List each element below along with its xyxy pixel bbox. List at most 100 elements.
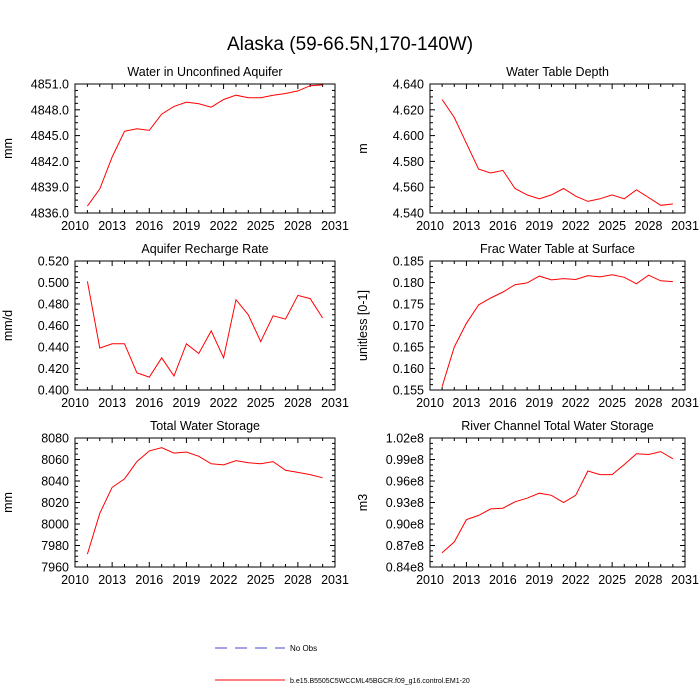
- y-axis-label: unitless [0-1]: [356, 290, 370, 361]
- y-tick-label: 7980: [41, 539, 69, 553]
- x-tick-label: 2010: [61, 573, 89, 587]
- y-tick-label: 4.580: [393, 155, 424, 169]
- y-tick-label: 4.620: [393, 103, 424, 117]
- x-tick-label: 2010: [416, 573, 444, 587]
- x-tick-label: 2025: [598, 573, 626, 587]
- x-tick-label: 2016: [135, 573, 163, 587]
- y-tick-label: 0.520: [38, 255, 69, 269]
- series-line: [441, 274, 673, 387]
- y-tick-label: 0.87e8: [386, 539, 424, 553]
- panels: Water in Unconfined Aquifer mm 2010 2013 201…: [1, 65, 699, 587]
- panel-2: Water Table Depth m 2010 2013 2016 2019 2022 20…: [356, 65, 699, 233]
- x-tick-label: 2013: [98, 573, 126, 587]
- x-tick-label: 2022: [210, 219, 238, 233]
- x-tick-label: 2013: [453, 573, 481, 587]
- y-tick-label: 0.165: [393, 341, 424, 355]
- y-tick-label: 4836.0: [31, 207, 69, 221]
- x-tick-label: 2016: [135, 219, 163, 233]
- x-tick-label: 2025: [598, 219, 626, 233]
- x-tick-label: 2028: [284, 573, 312, 587]
- x-tick-label: 2028: [635, 396, 663, 410]
- x-tick-label: 2031: [671, 219, 699, 233]
- x-tick-label: 2025: [247, 396, 275, 410]
- x-tick-label: 2028: [284, 219, 312, 233]
- y-tick-label: 8040: [41, 475, 69, 489]
- x-tick-label: 2022: [562, 396, 590, 410]
- x-tick-label: 2031: [321, 396, 349, 410]
- y-tick-label: 0.185: [393, 255, 424, 269]
- y-tick-label: 0.93e8: [386, 496, 424, 510]
- series-line: [86, 84, 323, 207]
- y-tick-label: 0.420: [38, 362, 69, 376]
- y-axis-label: mm: [1, 138, 15, 159]
- y-tick-label: 4845.0: [31, 129, 69, 143]
- panel-title: Water in Unconfined Aquifer: [127, 65, 282, 79]
- panel-1: Water in Unconfined Aquifer mm 2010 2013 201…: [1, 65, 349, 233]
- series-line: [86, 447, 323, 555]
- panel-title: Total Water Storage: [150, 419, 260, 433]
- panel-title: River Channel Total Water Storage: [461, 419, 654, 433]
- y-tick-label: 0.400: [38, 384, 69, 398]
- y-tick-label: 0.170: [393, 319, 424, 333]
- y-tick-label: 4.600: [393, 129, 424, 143]
- y-tick-label: 4839.0: [31, 181, 69, 195]
- plot-frame: [74, 260, 336, 391]
- y-axis-label: m3: [356, 494, 370, 511]
- legend-model-label: b.e15.B5505C5WCCML45BGCR.f09_g16.control…: [290, 678, 470, 685]
- legend: No Obs b.e15.B5505C5WCCML45BGCR.f09_g16.…: [215, 644, 470, 685]
- panel-title: Water Table Depth: [506, 65, 609, 79]
- x-tick-label: 2025: [598, 396, 626, 410]
- y-tick-label: 4.560: [393, 181, 424, 195]
- x-tick-label: 2028: [284, 396, 312, 410]
- x-tick-label: 2016: [489, 396, 517, 410]
- x-tick-label: 2022: [210, 573, 238, 587]
- y-tick-label: 7960: [41, 561, 69, 575]
- x-tick-label: 2028: [635, 573, 663, 587]
- x-tick-label: 2013: [453, 219, 481, 233]
- x-tick-label: 2016: [489, 219, 517, 233]
- y-tick-label: 0.175: [393, 298, 424, 312]
- x-tick-label: 2016: [489, 573, 517, 587]
- x-tick-label: 2013: [98, 396, 126, 410]
- y-tick-label: 0.440: [38, 341, 69, 355]
- x-tick-label: 2016: [135, 396, 163, 410]
- x-tick-label: 2019: [173, 573, 201, 587]
- y-tick-label: 0.160: [393, 362, 424, 376]
- series-line: [86, 281, 324, 378]
- y-tick-label: 4851.0: [31, 78, 69, 92]
- figure-title: Alaska (59-66.5N,170-140W): [227, 34, 473, 55]
- x-tick-label: 2031: [321, 573, 349, 587]
- y-axis-label: mm/d: [1, 310, 15, 341]
- x-tick-label: 2019: [525, 219, 553, 233]
- x-tick-label: 2010: [61, 396, 89, 410]
- y-tick-label: 4848.0: [31, 103, 69, 117]
- x-tick-label: 2019: [525, 573, 553, 587]
- x-tick-label: 2022: [210, 396, 238, 410]
- x-tick-label: 2028: [635, 219, 663, 233]
- panel-5: Total Water Storage mm 2010 2013 2016 2019 202…: [1, 419, 349, 587]
- plot-frame: [429, 437, 686, 568]
- x-tick-label: 2025: [247, 573, 275, 587]
- x-tick-label: 2010: [61, 219, 89, 233]
- x-tick-label: 2019: [525, 396, 553, 410]
- y-tick-label: 1.02e8: [386, 432, 424, 446]
- x-tick-label: 2019: [173, 396, 201, 410]
- y-axis-label: m: [356, 143, 370, 153]
- panel-4: Frac Water Table at Surface unitless [0-1…: [356, 242, 699, 410]
- y-tick-label: 0.90e8: [386, 518, 424, 532]
- y-tick-label: 0.480: [38, 298, 69, 312]
- x-tick-label: 2022: [562, 219, 590, 233]
- y-tick-label: 0.96e8: [386, 475, 424, 489]
- x-tick-label: 2010: [416, 219, 444, 233]
- y-tick-label: 0.84e8: [386, 561, 424, 575]
- plot-frame: [429, 83, 686, 214]
- panel-3: Aquifer Recharge Rate mm/d 2010 2013 2016 201…: [1, 242, 349, 410]
- y-axis-label: mm: [1, 492, 15, 513]
- y-tick-label: 0.500: [38, 276, 69, 290]
- legend-obs-label: No Obs: [290, 644, 317, 653]
- y-tick-label: 0.99e8: [386, 453, 424, 467]
- plot-frame: [74, 437, 336, 568]
- x-tick-label: 2031: [671, 573, 699, 587]
- y-tick-label: 0.180: [393, 276, 424, 290]
